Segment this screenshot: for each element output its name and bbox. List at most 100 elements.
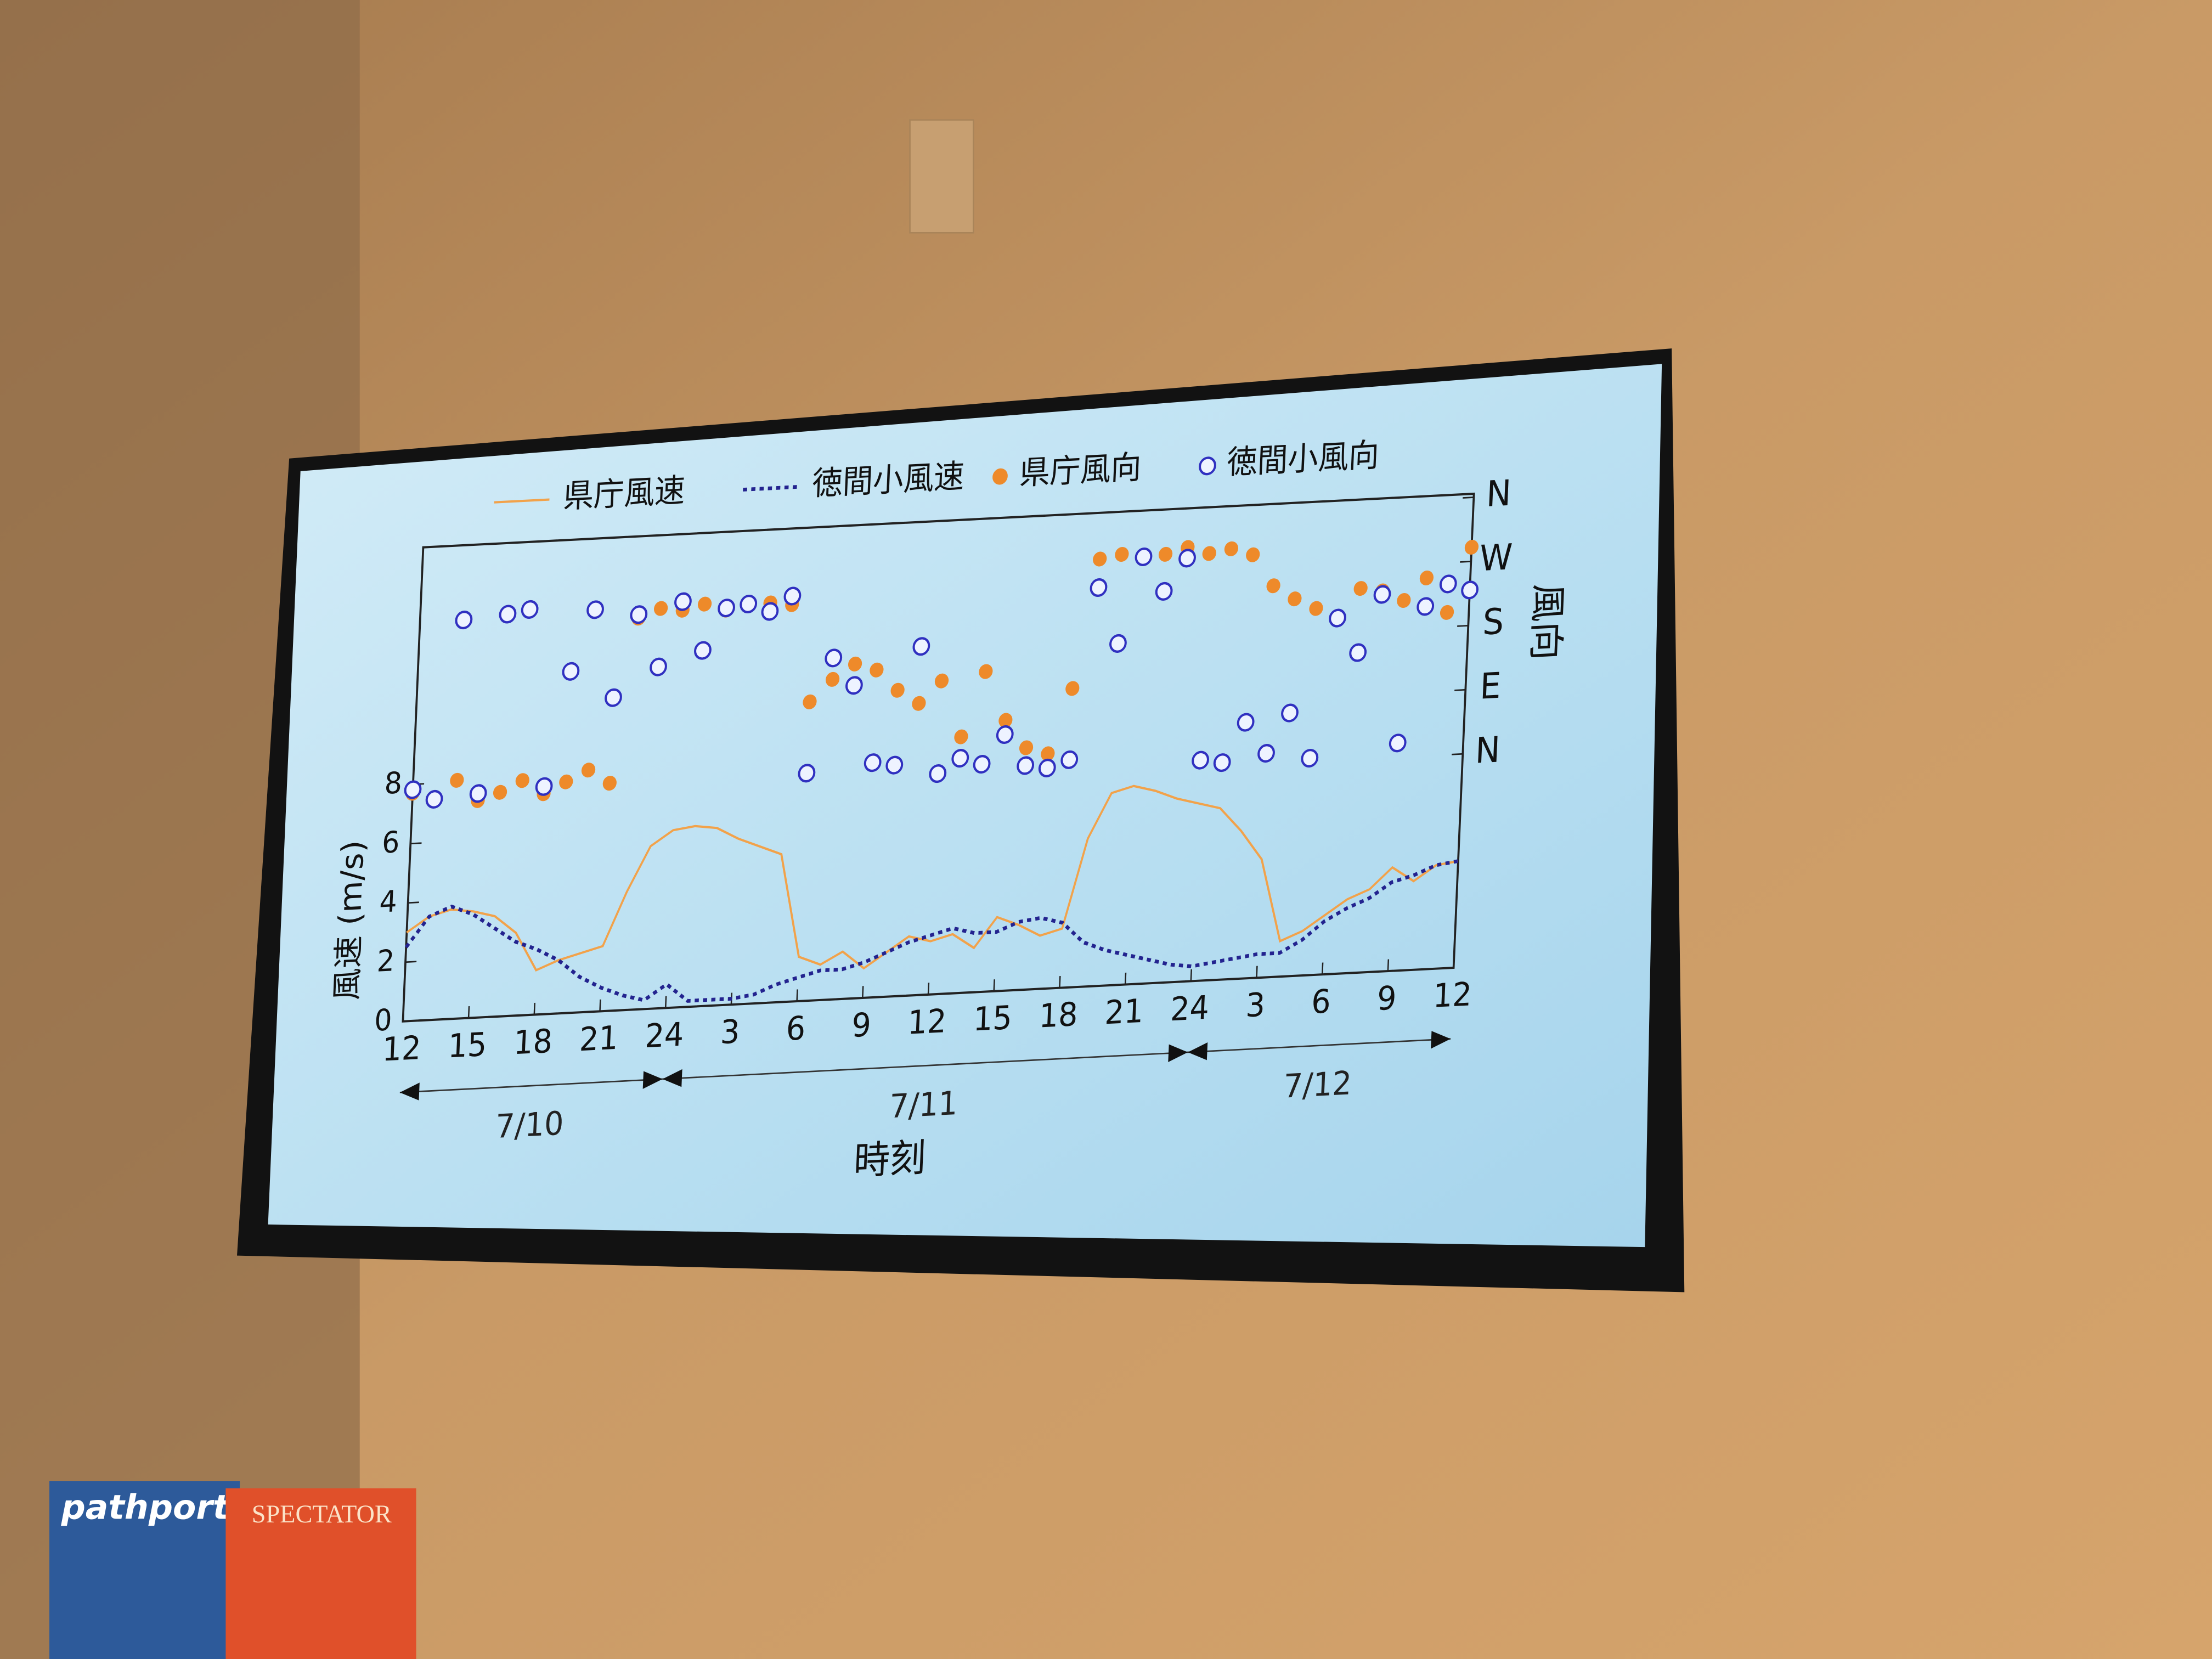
direction-point <box>1301 748 1319 768</box>
legend-swatch <box>494 498 550 504</box>
direction-point <box>1461 580 1479 600</box>
x-tick-label: 9 <box>1376 979 1397 1018</box>
direction-point <box>1155 582 1173 601</box>
x-tick <box>1387 959 1390 972</box>
direction-point <box>1109 634 1127 653</box>
direction-point <box>630 605 648 624</box>
y-tick-label: 4 <box>379 884 398 920</box>
direction-point <box>653 601 668 616</box>
x-tick-label: 24 <box>1170 989 1210 1029</box>
direction-point <box>1349 643 1367 662</box>
direction-point <box>1281 703 1299 723</box>
x-tick-label: 12 <box>1432 975 1472 1015</box>
tv-screen <box>268 364 1662 1248</box>
direction-point <box>1439 574 1457 594</box>
direction-point <box>1224 541 1239 556</box>
y-tick-label: 2 <box>376 944 396 979</box>
direction-point <box>581 763 596 778</box>
date-label: 7/12 <box>1283 1064 1352 1106</box>
direction-point <box>1440 605 1454 620</box>
x-tick-label: 15 <box>447 1025 487 1065</box>
x-tick <box>1190 969 1192 981</box>
book-title: pathports <box>61 1488 249 1527</box>
book-title: SPECTATOR <box>252 1500 392 1528</box>
direction-point <box>1417 597 1435 616</box>
direction-point <box>885 755 904 775</box>
direction-point <box>1464 539 1479 555</box>
direction-point <box>825 648 843 668</box>
direction-point <box>1065 681 1080 696</box>
direction-point <box>694 641 712 660</box>
direction-point <box>562 662 580 681</box>
direction-point <box>929 764 947 783</box>
direction-point <box>1158 546 1173 562</box>
direction-point <box>996 725 1014 744</box>
x-tick <box>1059 975 1061 988</box>
direction-point <box>450 772 464 788</box>
x-tick-label: 12 <box>382 1029 422 1069</box>
legend-swatch <box>1199 456 1216 476</box>
direction-point <box>650 657 667 676</box>
x-tick-label: 3 <box>1245 986 1266 1025</box>
direction-point <box>1389 733 1407 753</box>
arrow-head <box>642 1071 663 1089</box>
y2-axis-label: 風向 <box>1524 582 1569 661</box>
x-tick-label: 3 <box>720 1013 741 1052</box>
direction-point <box>605 688 622 707</box>
direction-point <box>1329 608 1346 628</box>
x-tick-label: 18 <box>513 1022 553 1062</box>
y-tick <box>408 901 419 904</box>
date-label: 7/11 <box>889 1084 958 1126</box>
direction-point <box>1060 750 1079 769</box>
direction-point <box>912 637 930 656</box>
y2-tick <box>1463 496 1474 499</box>
y-tick-label: 8 <box>383 766 403 802</box>
direction-point <box>912 696 926 711</box>
y2-tick <box>1457 625 1469 627</box>
x-axis-label: 時刻 <box>853 1136 927 1184</box>
direction-point <box>1019 740 1034 755</box>
x-tick-label: 15 <box>973 998 1013 1039</box>
direction-point <box>1397 592 1411 608</box>
x-tick-label: 6 <box>785 1009 806 1048</box>
direction-point <box>1192 751 1209 770</box>
direction-point <box>521 600 539 619</box>
y2-tick <box>1460 561 1471 563</box>
direction-point <box>1288 591 1302 607</box>
book <box>49 1481 240 1659</box>
direction-point <box>1090 578 1108 597</box>
legend-label: 県庁風向 <box>1019 448 1142 493</box>
speed-line <box>406 785 1459 972</box>
x-tick <box>599 999 601 1012</box>
arrow-head <box>1188 1042 1208 1060</box>
direction-point <box>845 676 863 695</box>
direction-point <box>825 672 840 687</box>
direction-point <box>798 764 816 783</box>
direction-point <box>1246 547 1260 562</box>
y-tick <box>410 842 422 845</box>
direction-point <box>1135 547 1153 567</box>
direction-point <box>848 656 862 672</box>
x-tick <box>1321 962 1324 975</box>
direction-point <box>559 774 573 789</box>
direction-point <box>870 662 884 678</box>
direction-point <box>1202 546 1216 561</box>
direction-point <box>890 682 905 698</box>
x-tick <box>1124 972 1127 985</box>
direction-point <box>1178 549 1196 568</box>
direction-point <box>674 592 692 611</box>
legend-label: 県庁風速 <box>562 471 686 516</box>
book <box>225 1488 416 1659</box>
y-tick-label: 0 <box>374 1003 393 1039</box>
arrow-head <box>1431 1031 1451 1049</box>
y-tick <box>403 1020 414 1023</box>
y2-tick-label: S <box>1482 601 1505 643</box>
legend-swatch <box>992 468 1008 485</box>
x-tick-label: 18 <box>1039 995 1079 1035</box>
arrow-head <box>399 1082 420 1101</box>
direction-point <box>1041 746 1055 761</box>
direction-point <box>1353 581 1368 596</box>
